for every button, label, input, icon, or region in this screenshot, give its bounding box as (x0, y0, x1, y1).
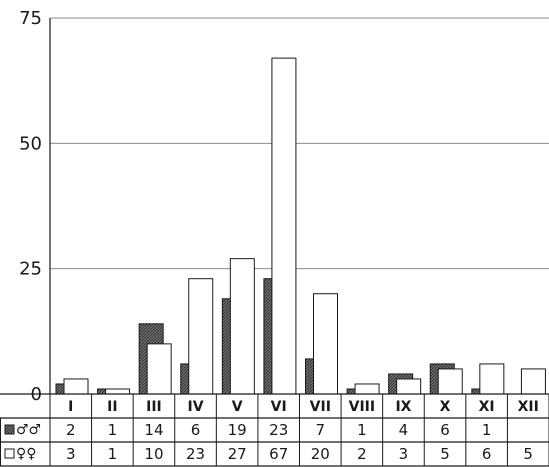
legend-swatch-males (4, 424, 15, 435)
category-label: X (440, 399, 451, 415)
table-cell: 67 (269, 445, 288, 463)
category-label: II (107, 399, 117, 415)
bar-females (146, 343, 172, 395)
y-tick-label: 25 (19, 259, 42, 280)
bar-females (479, 363, 505, 395)
category-label: VI (271, 399, 287, 415)
table-cell: 5 (440, 445, 450, 463)
bar-females (63, 378, 89, 395)
category-label: VIII (349, 399, 375, 415)
category-label: IV (188, 399, 204, 415)
legend-females-label: ♀♀ (16, 446, 37, 462)
table-cell: 23 (269, 421, 288, 439)
table-cell: 6 (440, 421, 450, 439)
bar-females (188, 278, 214, 395)
table-cell: 4 (399, 421, 409, 439)
bar-females (313, 293, 338, 395)
bar-females (354, 383, 380, 395)
table-cell: 23 (186, 445, 205, 463)
bar-females (396, 378, 422, 395)
legend-males-label: ♂♂ (16, 422, 41, 438)
category-label: XI (479, 399, 495, 415)
table-cell: 1 (357, 421, 367, 439)
bar-females (520, 368, 546, 395)
data-table: I II III IV V VI VII VIII IX X XI XII♂♂♀♀2 1 14 6 19 23 7… (0, 393, 549, 467)
table-cell: 10 (144, 445, 163, 463)
table-cell: 2 (66, 421, 76, 439)
bar-females (437, 368, 463, 395)
table-cell: 6 (191, 421, 201, 439)
legend-swatch-females (4, 448, 15, 459)
bars (55, 57, 546, 395)
bar-females (271, 57, 297, 395)
table-cell: 19 (228, 421, 247, 439)
table-cell: 6 (482, 445, 492, 463)
table-cell: 1 (108, 445, 118, 463)
category-label: XII (518, 399, 539, 415)
category-label: I (68, 399, 73, 415)
table-cell: 1 (482, 421, 492, 439)
category-label: III (146, 399, 162, 415)
table-cell: 7 (316, 421, 326, 439)
table-cell: 27 (228, 445, 247, 463)
y-tick-label: 75 (19, 8, 42, 29)
category-label: IX (395, 399, 411, 415)
table-cell: 3 (399, 445, 409, 463)
table-cell: 14 (144, 421, 163, 439)
bar-females (105, 388, 131, 395)
table-cell: 3 (66, 445, 76, 463)
table-cell: 20 (311, 445, 330, 463)
category-label: V (232, 399, 243, 415)
table-cell: 1 (108, 421, 118, 439)
bar-females (229, 258, 255, 395)
gridlines (50, 17, 549, 270)
table-cell: 5 (523, 445, 533, 463)
y-tick-label: 50 (19, 133, 42, 154)
category-label: VII (310, 399, 331, 415)
table-cell: 2 (357, 445, 367, 463)
